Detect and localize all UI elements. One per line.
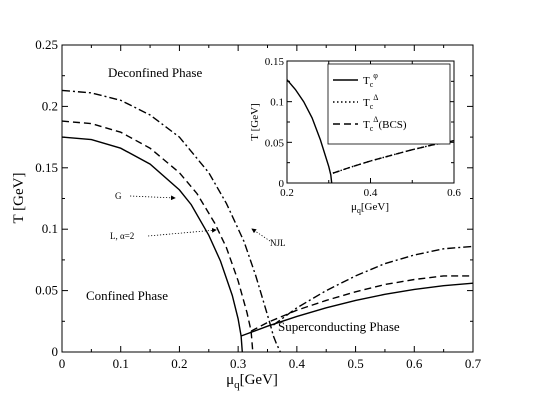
main-y-tick-label: 0 <box>52 344 59 359</box>
main-y-axis-label: T [GeV] <box>11 173 27 224</box>
inset-series-2-line <box>332 140 455 174</box>
main-series-0-line <box>61 136 243 353</box>
inset-y-tick-label: 0.05 <box>265 137 285 149</box>
inset-x-tick-label: 0.2 <box>280 187 294 199</box>
main-y-tick-label: 0.05 <box>35 283 58 298</box>
legend-label: TcΔ(BCS) <box>363 115 407 133</box>
main-series-2-tail <box>272 335 282 353</box>
main-curves <box>61 89 474 353</box>
legend-label: TcΔ <box>363 93 378 111</box>
inset-x-tick-label: 0.4 <box>364 187 378 199</box>
inset-curves <box>286 79 455 184</box>
main-series-1-branch <box>250 275 473 332</box>
inset-x-axis-label: μq[GeV] <box>351 201 389 215</box>
main-x-axis-label: μq[GeV] <box>226 372 278 391</box>
inset-y-tick-label: 0.1 <box>270 97 284 109</box>
main-x-tick-label: 0.6 <box>406 356 423 371</box>
main-x-tick-label: 0.1 <box>113 356 129 371</box>
main-series-2-line <box>61 89 275 337</box>
main-y-tick-label: 0.1 <box>42 221 58 236</box>
inset-ticks: 0.2 0.4 0.6 0 0.05 0.1 0.15 <box>265 56 462 199</box>
main-y-tick-label: 0.15 <box>35 160 58 175</box>
njl-model-label: NJL <box>270 238 286 248</box>
main-y-tick-label: 0.2 <box>42 98 58 113</box>
inset-y-tick-label: 0 <box>279 178 285 190</box>
main-x-tick-label: 0.3 <box>230 356 246 371</box>
l-arrow <box>147 227 217 237</box>
inset-legend: Tcφ TcΔ TcΔ(BCS) <box>327 63 451 145</box>
main-x-tick-label: 0.4 <box>289 356 306 371</box>
legend-entries: Tcφ TcΔ TcΔ(BCS) <box>333 71 407 133</box>
main-series-2-branch <box>272 245 474 326</box>
main-x-tick-label: 0.5 <box>347 356 363 371</box>
main-x-tick-label: 0.7 <box>465 356 482 371</box>
g-model-label: G <box>115 191 122 201</box>
deconfined-phase-label: Deconfined Phase <box>108 65 202 80</box>
inset-y-axis-label: T [GeV] <box>249 103 261 140</box>
confined-phase-label: Confined Phase <box>86 288 168 303</box>
main-y-tick-label: 0.25 <box>35 37 58 52</box>
njl-arrow <box>251 228 271 242</box>
main-x-tick-label: 0 <box>59 356 66 371</box>
inset-series-0-line <box>286 79 333 184</box>
inset-x-tick-label: 0.6 <box>447 187 461 199</box>
legend-label: Tcφ <box>363 71 378 89</box>
main-series-1-line <box>61 120 254 353</box>
l-model-label: L, α=2 <box>110 231 134 241</box>
inset-y-tick-label: 0.15 <box>265 56 285 68</box>
main-x-tick-label: 0.2 <box>171 356 187 371</box>
g-arrow <box>129 195 176 201</box>
main-ticks: 0 0.1 0.2 0.3 0.4 0.5 0.6 0.700.050.10.150.20.2… <box>35 37 481 371</box>
inset-legend-box <box>327 63 451 145</box>
superconducting-phase-label: Superconducting Phase <box>278 319 400 334</box>
